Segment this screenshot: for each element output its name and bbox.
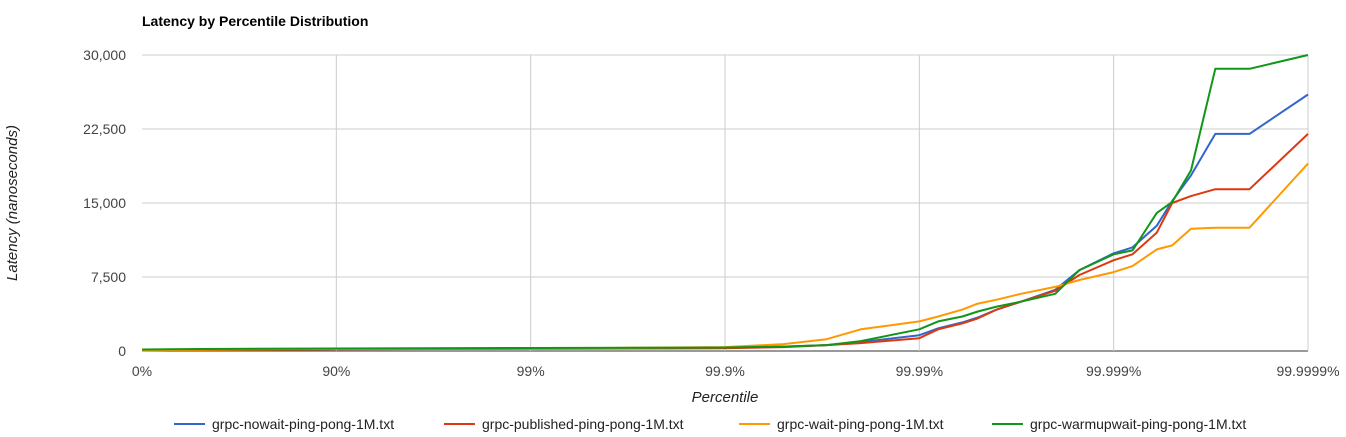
legend-label: grpc-nowait-ping-pong-1M.txt [212, 416, 394, 432]
x-axis-title: Percentile [692, 389, 759, 406]
y-tick-label: 7,500 [91, 269, 126, 285]
y-tick-label: 30,000 [83, 47, 126, 63]
x-tick-label: 99.9999% [1276, 363, 1339, 379]
x-tick-label: 0% [132, 363, 152, 379]
chart-title: Latency by Percentile Distribution [142, 13, 368, 29]
x-tick-label: 99% [517, 363, 545, 379]
grid [142, 54, 1309, 352]
y-axis-ticks: 0 7,500 15,000 22,500 30,000 [83, 47, 126, 359]
y-tick-label: 15,000 [83, 195, 126, 211]
y-tick-label: 0 [118, 343, 126, 359]
legend-label: grpc-warmupwait-ping-pong-1M.txt [1030, 416, 1246, 432]
x-axis-ticks: 0% 90% 99% 99.9% 99.99% 99.999% 99.9999% [132, 363, 1340, 379]
y-axis-title: Latency (nanoseconds) [4, 125, 21, 281]
x-tick-label: 99.999% [1086, 363, 1141, 379]
legend: grpc-nowait-ping-pong-1M.txt grpc-publish… [174, 416, 1246, 432]
legend-label: grpc-published-ping-pong-1M.txt [482, 416, 684, 432]
legend-label: grpc-wait-ping-pong-1M.txt [777, 416, 944, 432]
series-line [141, 54, 1309, 351]
x-tick-label: 90% [322, 363, 350, 379]
y-tick-label: 22,500 [83, 121, 126, 137]
x-tick-label: 99.9% [705, 363, 745, 379]
x-tick-label: 99.99% [896, 363, 943, 379]
series-lines [141, 54, 1309, 352]
